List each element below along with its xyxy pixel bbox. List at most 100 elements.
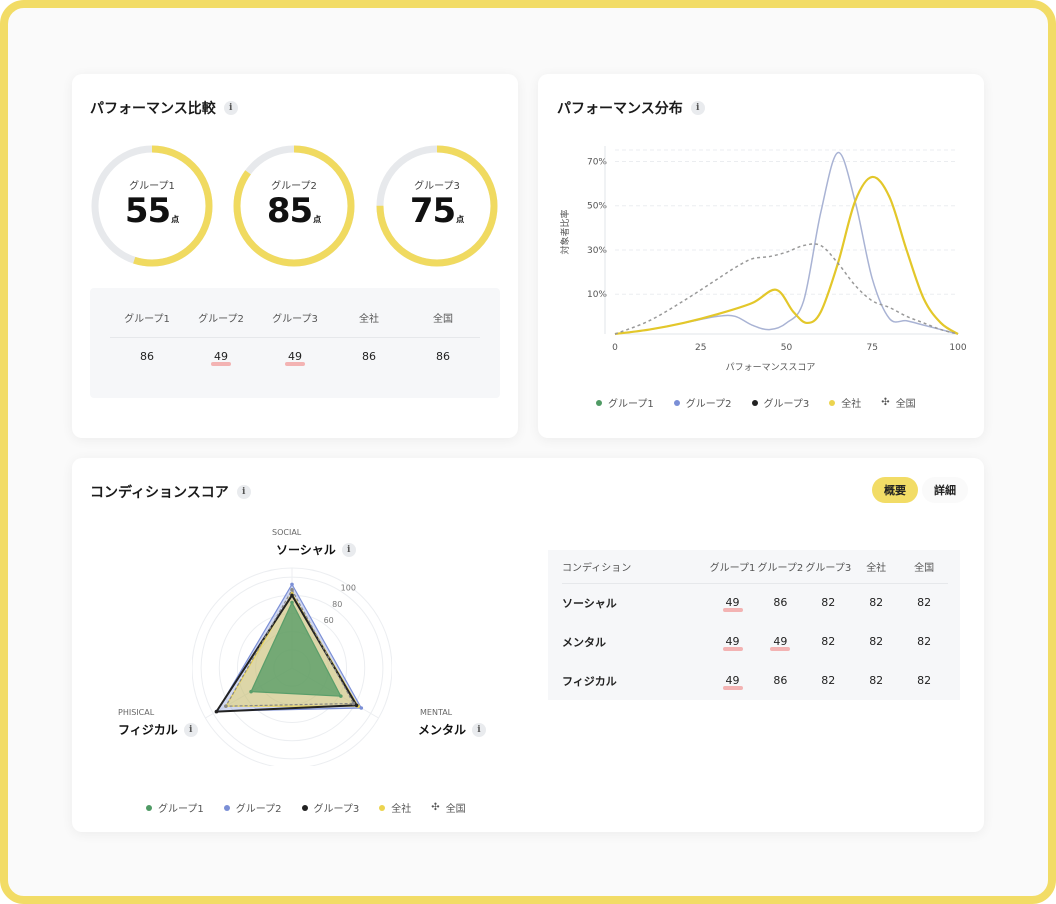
condition-title: コンディションスコア i: [90, 482, 251, 502]
value-text: 82: [869, 674, 884, 687]
header-cell: 全社: [359, 314, 379, 325]
radar-point: [249, 689, 253, 694]
compare-table-header: グループ1 グループ2 グループ3 全社 全国: [110, 310, 480, 338]
value-text-low: 49: [722, 596, 743, 612]
view-toggle: 概要 詳細: [872, 477, 968, 503]
legend-item[interactable]: グループ1: [596, 395, 654, 410]
legend-dot: [379, 804, 386, 811]
value-cell: 82: [852, 596, 900, 609]
legend-label: 全国: [445, 804, 466, 815]
value-text-low: 49: [722, 674, 743, 690]
value-text: 82: [869, 596, 884, 609]
legend-item[interactable]: グループ1: [146, 800, 204, 815]
condition-table: コンディション グループ1 グループ2 グループ3 全社 全国 ソーシャル 49…: [548, 550, 960, 700]
legend-label: グループ2: [685, 399, 732, 410]
legend-item[interactable]: グループ3: [751, 395, 809, 410]
axis-jp-text: ソーシャル: [276, 543, 336, 557]
legend-label: グループ3: [313, 804, 360, 815]
value-text-low: 49: [211, 350, 231, 366]
row-name: メンタル: [562, 635, 606, 649]
radar-point: [351, 701, 356, 706]
radar-point: [290, 600, 294, 605]
condition-radar-chart: 60 80 100: [192, 567, 392, 766]
value-cell: 49: [756, 635, 804, 651]
detail-toggle-button[interactable]: 詳細: [922, 477, 968, 503]
axis-jp-text: メンタル: [418, 723, 467, 737]
value-cell: 86: [756, 596, 804, 609]
value-cell: 82: [900, 635, 948, 648]
value-text: 86: [773, 674, 788, 687]
value-text: 82: [869, 635, 884, 648]
axis-en-label: PHISICAL: [118, 708, 155, 717]
info-icon[interactable]: i: [341, 542, 356, 557]
legend-item[interactable]: グループ3: [301, 800, 360, 815]
gauge-label: グループ3: [414, 181, 460, 192]
value-cell: 49: [709, 635, 757, 651]
value-text-low: 49: [285, 350, 305, 366]
x-axis-label: パフォーマンススコア: [726, 362, 816, 373]
legend-dot: [301, 804, 308, 811]
axis-en-label: SOCIAL: [272, 528, 302, 537]
legend-item[interactable]: グループ2: [223, 800, 282, 815]
distribution-chart: 10% 30% 50% 70% 0 25 50 75 100 パフォーマンススコア 対象者比率: [559, 146, 967, 373]
performance-distribution-card: パフォーマンス分布 i 10% 30% 50% 70% 0 25 50 75 100 パフォーマン…: [538, 74, 984, 438]
value-cell: 82: [900, 674, 948, 687]
gauge-group1: グループ1 55点: [89, 143, 215, 269]
header-cell: グループ3: [805, 563, 852, 574]
x-tick-label: 50: [781, 343, 793, 353]
gauge-arc: [233, 145, 355, 267]
legend-cross-icon: ✣: [881, 397, 890, 408]
legend-item[interactable]: ✣ 全国: [431, 800, 465, 815]
value-text-low: 49: [770, 635, 791, 651]
table-row: メンタル 49 49 82 82 82: [562, 622, 948, 661]
info-icon[interactable]: i: [690, 101, 705, 115]
gauge-arc: [91, 145, 213, 267]
info-icon[interactable]: i: [183, 722, 198, 737]
legend-cross-icon: ✣: [431, 802, 440, 813]
value-cell: 49: [258, 350, 332, 366]
header-cell: コンディション: [562, 563, 632, 574]
legend-label: 全社: [841, 399, 862, 410]
gauge-number: 75: [409, 191, 456, 231]
legend-label: グループ2: [235, 804, 282, 815]
legend-dot: [223, 804, 230, 811]
header-cell: グループ1: [709, 563, 756, 574]
value-text: 82: [821, 674, 836, 687]
header-cell: グループ1: [124, 314, 170, 325]
value-text: 82: [917, 596, 932, 609]
legend-dot: [751, 399, 758, 406]
legend-dot: [829, 399, 836, 406]
info-icon[interactable]: i: [223, 101, 238, 115]
value-text: 86: [362, 350, 376, 363]
gauge-group3: グループ3 75点: [374, 143, 500, 269]
value-text: 82: [821, 635, 836, 648]
header-cell: 全社: [866, 563, 887, 574]
y-tick-label: 10%: [587, 290, 607, 300]
header-cell: グループ2: [198, 314, 244, 325]
condition-title-text: コンディションスコア: [90, 485, 229, 501]
summary-toggle-button[interactable]: 概要: [872, 477, 918, 503]
header-cell: 全国: [914, 563, 935, 574]
gauge-number: 85: [266, 191, 313, 231]
compare-title: パフォーマンス比較 i: [90, 98, 238, 118]
radar-axis-phisical: PHISICAL フィジカル i: [118, 708, 198, 738]
legend-item[interactable]: ✣ 全国: [881, 395, 915, 410]
radar-point: [354, 703, 359, 708]
header-cell: グループ3: [272, 314, 318, 325]
radar-series-グループ1: [250, 601, 342, 697]
radar-ring-label: 100: [341, 584, 356, 593]
info-icon[interactable]: i: [472, 722, 487, 737]
condition-table-header: コンディション グループ1 グループ2 グループ3 全社 全国: [562, 550, 948, 584]
radar-point: [339, 694, 343, 698]
legend-dot: [596, 399, 602, 406]
radar-ring-label: 80: [332, 600, 342, 609]
performance-compare-card: パフォーマンス比較 i グループ1 55点 グループ2 85点 グループ3 75…: [72, 74, 518, 438]
legend-item[interactable]: グループ2: [673, 395, 732, 410]
value-cell: 82: [900, 596, 948, 609]
value-cell: 82: [852, 674, 900, 687]
legend-item[interactable]: 全社: [829, 395, 861, 410]
info-icon[interactable]: i: [236, 485, 251, 499]
value-cell: 49: [709, 674, 757, 690]
axis-en-label: MENTAL: [420, 708, 453, 717]
legend-item[interactable]: 全社: [379, 800, 411, 815]
